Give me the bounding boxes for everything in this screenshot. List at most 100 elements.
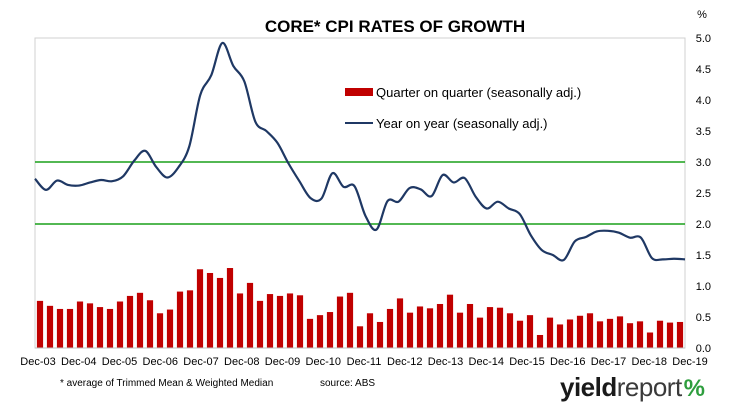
y-tick-label: 0.5 xyxy=(696,312,711,324)
x-axis-ticks: Dec-03 Dec-04 Dec-05 Dec-06 Dec-07 Dec-08 Dec-… xyxy=(20,356,707,368)
bar xyxy=(586,313,594,348)
bar xyxy=(246,282,254,348)
y-tick-label: 2.5 xyxy=(696,188,711,200)
line-series xyxy=(34,41,686,262)
bar xyxy=(196,269,204,348)
bar xyxy=(636,321,644,348)
bar xyxy=(376,321,384,348)
bar xyxy=(656,320,664,348)
footnote: * average of Trimmed Mean & Weighted Med… xyxy=(60,378,273,389)
bar xyxy=(256,300,264,348)
x-tick-label: Dec-05 xyxy=(102,356,137,368)
legend-label-yoy: Year on year (seasonally adj.) xyxy=(376,116,548,131)
bar xyxy=(536,334,544,348)
y-tick-label: 1.5 xyxy=(696,250,711,262)
bar xyxy=(316,315,324,348)
x-tick-label: Dec-12 xyxy=(387,356,422,368)
x-tick-label: Dec-18 xyxy=(632,356,667,368)
brand-part2: report xyxy=(616,372,682,402)
bar xyxy=(626,323,634,348)
bar xyxy=(466,303,474,348)
reference-lines xyxy=(35,161,685,225)
bar xyxy=(386,308,394,348)
bar xyxy=(36,300,44,348)
bar xyxy=(46,305,54,348)
legend-swatch-bar xyxy=(345,88,373,96)
source-note: source: ABS xyxy=(320,378,375,389)
bar xyxy=(486,307,494,348)
bar xyxy=(666,322,674,348)
legend-label-qoq: Quarter on quarter (seasonally adj.) xyxy=(376,85,581,100)
legend: Quarter on quarter (seasonally adj.) Yea… xyxy=(345,85,581,131)
bar xyxy=(286,293,294,348)
x-tick-label: Dec-04 xyxy=(61,356,96,368)
y-tick-label: 5.0 xyxy=(696,33,711,45)
bar xyxy=(66,308,74,348)
y-axis-unit: % xyxy=(697,9,707,21)
x-tick-label: Dec-06 xyxy=(143,356,178,368)
bar xyxy=(106,308,114,348)
bar xyxy=(56,308,64,348)
series-line-yoy xyxy=(34,41,686,262)
bar xyxy=(166,309,174,348)
brand-mark: % xyxy=(683,375,705,402)
x-tick-label: Dec-14 xyxy=(469,356,504,368)
y-tick-label: 4.5 xyxy=(696,64,711,76)
bar xyxy=(236,293,244,348)
bar xyxy=(206,272,214,348)
bar xyxy=(456,312,464,348)
bar xyxy=(446,294,454,348)
x-tick-label: Dec-09 xyxy=(265,356,300,368)
bar xyxy=(366,313,374,348)
y-tick-label: 4.0 xyxy=(696,95,711,107)
x-tick-label: Dec-17 xyxy=(591,356,626,368)
bar xyxy=(526,315,534,348)
bar xyxy=(566,319,574,348)
bar xyxy=(176,291,184,348)
bar xyxy=(86,303,94,348)
bar xyxy=(496,307,504,348)
bar xyxy=(276,295,284,348)
bar xyxy=(576,315,584,348)
x-tick-label: Dec-13 xyxy=(428,356,463,368)
bar xyxy=(116,301,124,348)
x-tick-label: Dec-19 xyxy=(672,356,707,368)
x-tick-label: Dec-11 xyxy=(347,356,382,368)
bar xyxy=(506,313,514,348)
y-tick-label: 0.0 xyxy=(696,343,711,355)
x-tick-label: Dec-16 xyxy=(550,356,585,368)
bar xyxy=(306,318,314,348)
bar xyxy=(216,277,224,348)
chart-title: CORE* CPI RATES OF GROWTH xyxy=(265,17,525,36)
brand-logo: yieldreport% xyxy=(560,372,705,404)
y-tick-label: 3.5 xyxy=(696,126,711,138)
bar xyxy=(436,303,444,348)
bar xyxy=(646,332,654,348)
bar xyxy=(76,301,84,348)
bar xyxy=(426,308,434,348)
bar xyxy=(516,320,524,348)
bar xyxy=(336,296,344,348)
x-tick-label: Dec-10 xyxy=(306,356,341,368)
x-tick-label: Dec-08 xyxy=(224,356,259,368)
bar xyxy=(556,324,564,348)
bar xyxy=(146,300,154,348)
bar xyxy=(416,306,424,348)
y-axis-ticks: 0.0 0.5 1.0 1.5 2.0 2.5 3.0 3.5 4.0 4.5 5.0 xyxy=(696,33,711,355)
bar xyxy=(266,294,274,348)
bar xyxy=(126,295,134,348)
x-tick-label: Dec-03 xyxy=(20,356,55,368)
bar xyxy=(296,295,304,348)
bar xyxy=(596,321,604,348)
y-tick-label: 3.0 xyxy=(696,157,711,169)
bar xyxy=(156,313,164,348)
x-tick-label: Dec-15 xyxy=(509,356,544,368)
bar xyxy=(186,290,194,348)
bar xyxy=(136,292,144,348)
bar xyxy=(676,321,684,348)
bar xyxy=(406,312,414,348)
bar-series xyxy=(36,268,684,348)
y-tick-label: 2.0 xyxy=(696,219,711,231)
bar xyxy=(616,316,624,348)
